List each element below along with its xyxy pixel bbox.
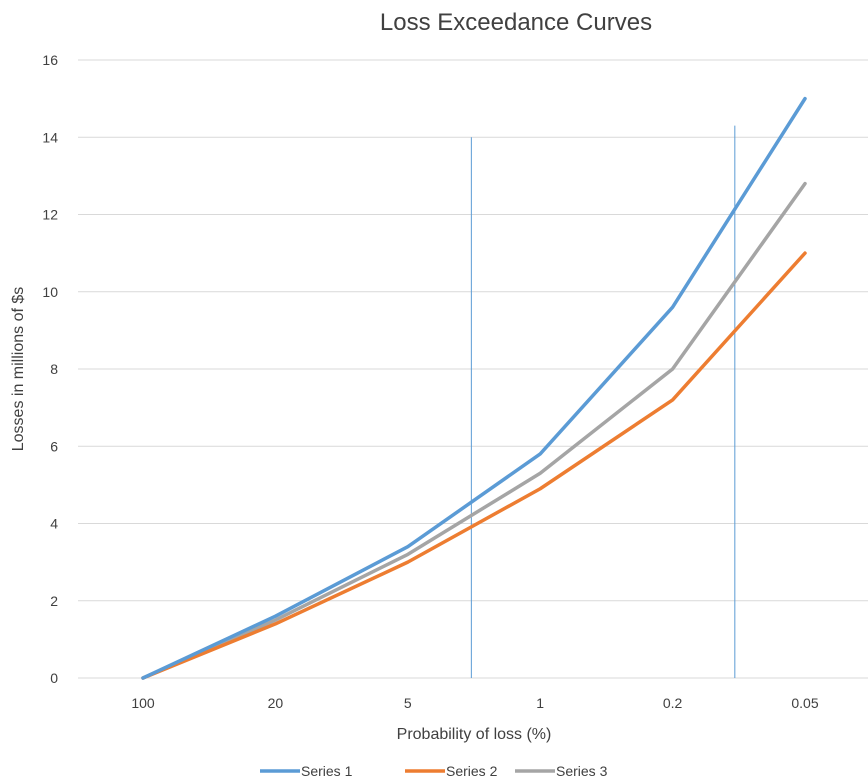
series-line-series-1 (141, 96, 807, 680)
y-tick-label: 4 (50, 516, 58, 532)
x-tick-label: 0.2 (663, 695, 683, 711)
gridlines (78, 59, 868, 679)
x-tick-label: 5 (404, 695, 412, 711)
y-tick-label: 8 (50, 361, 58, 377)
x-axis-ticks: 100 20 5 1 0.2 0.05 (131, 695, 819, 711)
y-tick-label: 14 (42, 129, 58, 145)
x-tick-label: 20 (268, 695, 284, 711)
y-axis-ticks: 0 2 4 6 8 10 12 14 16 (42, 52, 58, 686)
series-line-series-2 (141, 251, 807, 680)
x-tick-label: 1 (536, 695, 544, 711)
y-tick-label: 10 (42, 284, 58, 300)
y-tick-label: 2 (50, 593, 58, 609)
legend-label: Series 2 (446, 763, 498, 779)
y-tick-label: 12 (42, 207, 58, 223)
series-line-series-3 (141, 181, 807, 680)
x-axis-label: Probability of loss (%) (397, 726, 552, 743)
y-tick-label: 0 (50, 670, 58, 686)
y-tick-label: 16 (42, 52, 58, 68)
y-tick-label: 6 (50, 438, 58, 454)
x-tick-label: 100 (131, 695, 155, 711)
x-tick-label: 0.05 (791, 695, 818, 711)
legend-label: Series 1 (301, 763, 353, 779)
legend: Series 1 Series 2 Series 3 (260, 763, 608, 779)
chart-title: Loss Exceedance Curves (380, 9, 652, 36)
legend-label: Series 3 (556, 763, 608, 779)
reference-lines (470, 125, 736, 678)
series-lines (141, 96, 807, 680)
y-axis-label: Losses in millions of $s (10, 287, 27, 452)
